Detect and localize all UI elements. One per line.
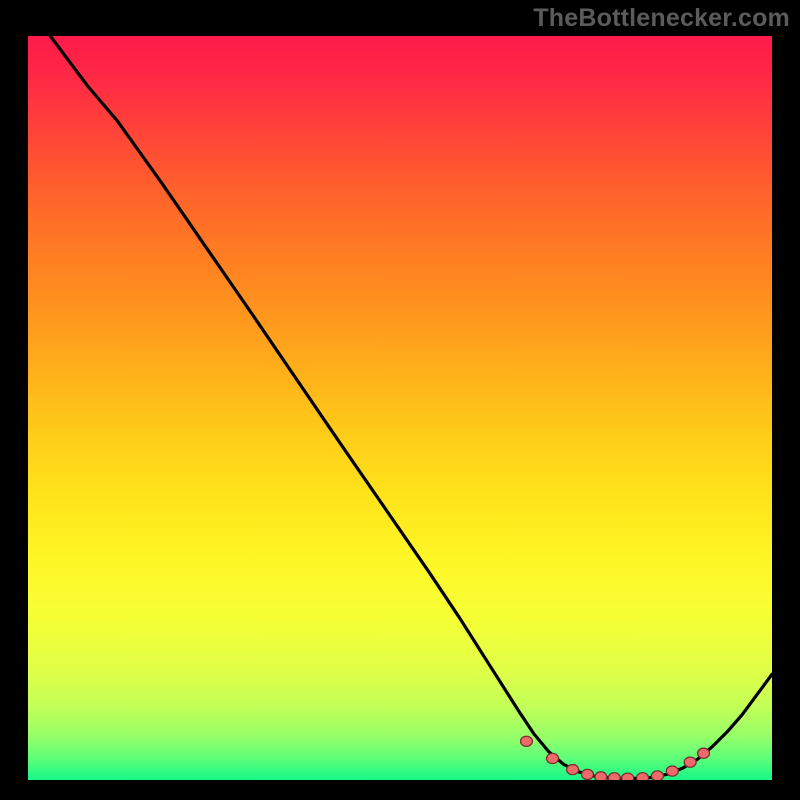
marker-dot [547,753,559,763]
chart-frame: TheBottlenecker.com [0,0,800,800]
marker-dot [637,773,649,780]
gradient-background [28,36,772,780]
marker-dot [666,766,678,776]
plot-area [28,36,772,780]
marker-dot [651,771,663,780]
marker-dot [595,772,607,780]
watermark-text: TheBottlenecker.com [533,4,790,33]
chart-svg [28,36,772,780]
marker-dot [520,736,532,746]
marker-dot [567,764,579,774]
marker-dot [608,773,620,780]
marker-dot [698,748,710,758]
marker-dot [622,773,634,780]
marker-dot [684,757,696,767]
marker-dot [581,769,593,779]
